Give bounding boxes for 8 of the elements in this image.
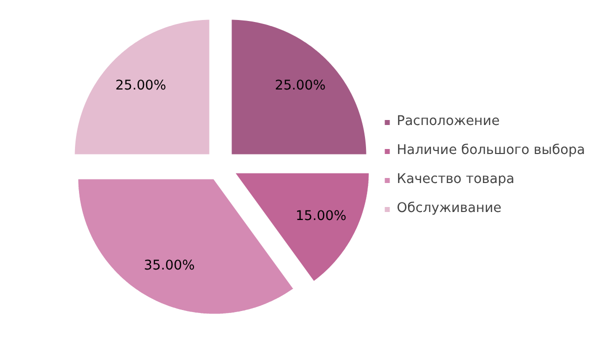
legend-label: Обслуживание	[396, 201, 502, 216]
data-label: 25.00%	[274, 78, 326, 94]
data-label: 15.00%	[296, 209, 346, 224]
data-label: 25.00%	[115, 78, 166, 94]
legend-label: Наличие большого выбора	[396, 143, 585, 158]
data-label: 35.00%	[144, 258, 195, 274]
legend-label: Расположение	[396, 114, 500, 129]
legend-label: Качество товара	[396, 172, 514, 187]
